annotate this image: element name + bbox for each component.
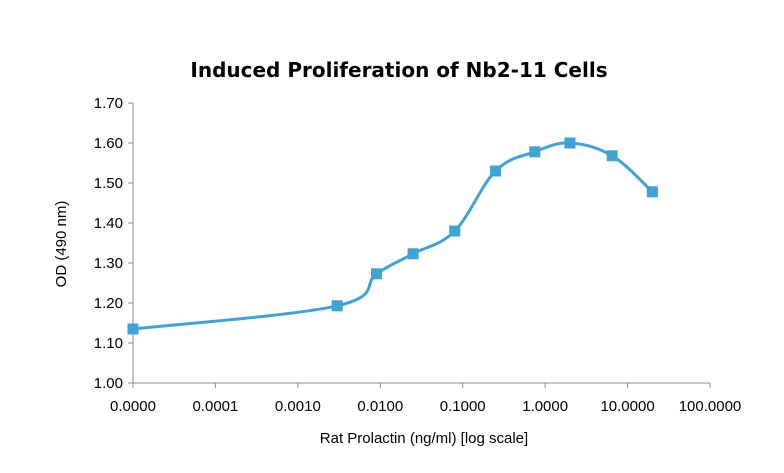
x-tick-label: 0.0010 [275, 398, 321, 415]
y-tick-label: 1.50 [94, 175, 123, 192]
series-line [132, 141, 654, 331]
data-point-marker [490, 165, 502, 177]
data-point-marker [407, 248, 419, 260]
data-point-marker [606, 150, 618, 162]
y-tick-label: 1.10 [94, 335, 123, 352]
data-point-marker [646, 186, 658, 198]
data-point-marker [529, 146, 541, 158]
tick-labels: 1.00 1.10 1.20 1.30 1.40 1.50 1.60 1.70 0.0000 0.… [94, 95, 741, 415]
y-tick-label: 1.70 [94, 95, 123, 112]
x-tick-label: 0.0001 [192, 398, 238, 415]
axes [128, 102, 711, 388]
x-axis-title: Rat Prolactin (ng/ml) [log scale] [320, 430, 528, 447]
y-tick-label: 1.20 [94, 295, 123, 312]
data-point-marker [127, 323, 139, 335]
series-layer [127, 137, 658, 335]
y-tick-label: 1.00 [94, 375, 123, 392]
data-point-marker [449, 225, 461, 237]
y-tick-label: 1.30 [94, 255, 123, 272]
y-tick-label: 1.60 [94, 135, 123, 152]
data-point-marker [564, 137, 576, 149]
x-tick-label: 0.0100 [357, 398, 403, 415]
x-tick-label: 0.1000 [440, 398, 486, 415]
y-axis-title: OD (490 nm) [53, 201, 70, 288]
x-tick-label: 1.0000 [522, 398, 568, 415]
data-point-marker [331, 300, 343, 312]
chart-title: Induced Proliferation of Nb2-11 Cells [190, 58, 607, 82]
y-tick-label: 1.40 [94, 215, 123, 232]
x-tick-label: 100.0000 [679, 398, 742, 415]
data-point-marker [371, 268, 383, 280]
x-tick-label: 10.0000 [600, 398, 654, 415]
x-tick-label: 0.0000 [110, 398, 156, 415]
